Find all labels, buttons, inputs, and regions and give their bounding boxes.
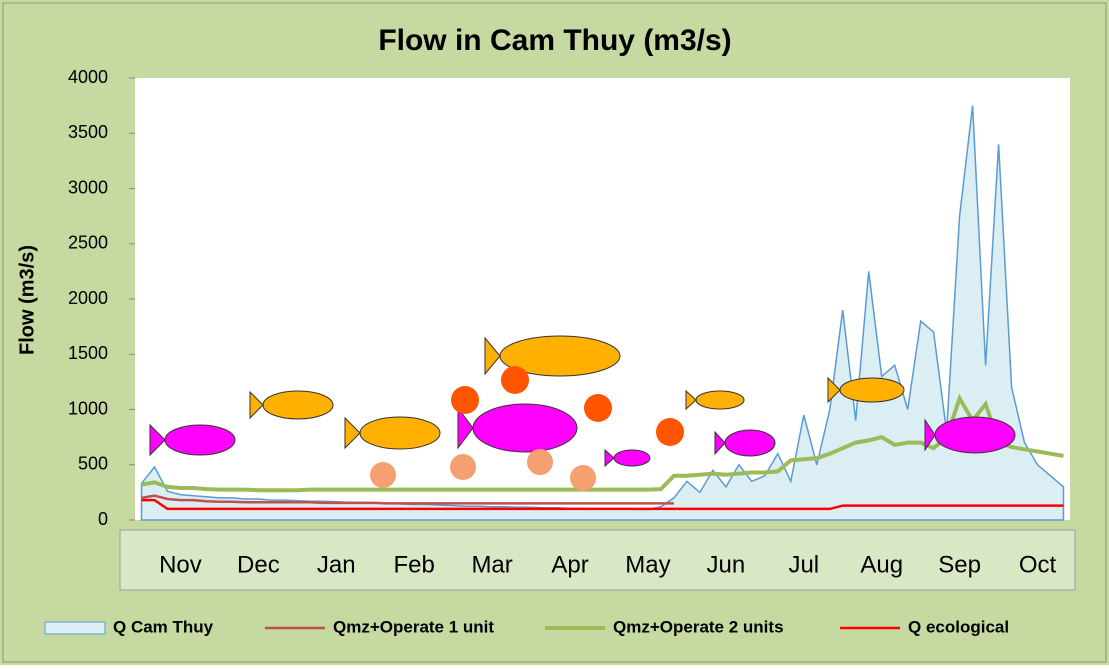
x-tick-label: Aug (860, 551, 903, 578)
x-tick-label: Sep (938, 551, 981, 578)
legend-label: Q Cam Thuy (113, 617, 214, 636)
x-tick-label: Jan (317, 551, 356, 578)
x-tick-label: May (625, 551, 670, 578)
legend-swatch (45, 622, 105, 634)
x-tick-label: Feb (394, 551, 435, 578)
y-tick-label: 2500 (68, 233, 108, 253)
y-tick-label: 500 (78, 454, 108, 474)
x-tick-label: Nov (159, 551, 202, 578)
y-tick-label: 0 (98, 509, 108, 529)
y-axis-label: Flow (m3/s) (16, 245, 38, 355)
chart-title: Flow in Cam Thuy (m3/s) (378, 24, 731, 57)
legend-label: Qmz+Operate 2 units (613, 617, 784, 636)
y-tick-label: 1000 (68, 398, 108, 418)
y-tick-label: 1500 (68, 343, 108, 363)
legend-label: Q ecological (908, 617, 1009, 636)
y-tick-label: 3500 (68, 122, 108, 142)
x-tick-label: Jun (707, 551, 746, 578)
x-tick-label: Jul (788, 551, 819, 578)
x-tick-label: Oct (1019, 551, 1057, 578)
legend-label: Qmz+Operate 1 unit (333, 617, 494, 636)
x-tick-label: Dec (237, 551, 280, 578)
y-tick-label: 3000 (68, 177, 108, 197)
chart: Flow in Cam Thuy (m3/s) Flow (m3/s) Q Ca… (0, 0, 1109, 665)
y-tick-label: 4000 (68, 67, 108, 87)
x-tick-label: Apr (551, 551, 588, 578)
y-tick-label: 2000 (68, 288, 108, 308)
x-tick-label: Mar (471, 551, 512, 578)
